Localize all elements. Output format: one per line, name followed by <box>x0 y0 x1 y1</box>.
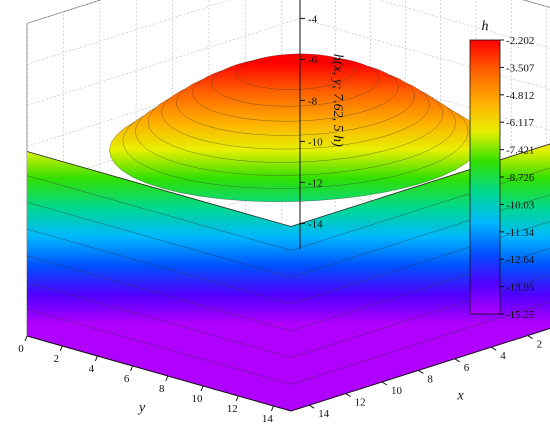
z-tick-label: -10 <box>308 136 323 148</box>
x-tick <box>418 369 424 374</box>
z-axis-label: h(x, y; 7.62, 5 h) <box>330 54 345 147</box>
x-tick-label: 14 <box>318 408 330 420</box>
colorbar-tick-label: -2.202 <box>506 35 534 47</box>
surface-contour <box>236 53 355 90</box>
colorbar-tick-label: -15.25 <box>506 309 535 321</box>
colorbar-tick-label: -10.03 <box>506 199 535 211</box>
axes: 0-2-4-6-8-10-12-14h(x, y; 7.62, 5 h)0246… <box>18 0 550 425</box>
colorbar-tick-label: -13.95 <box>506 282 535 294</box>
colorbar-title: h <box>482 19 489 34</box>
colorbar-gradient-bar <box>469 39 501 315</box>
y-tick <box>235 395 239 402</box>
y-tick <box>59 345 63 352</box>
x-tick-label: 4 <box>500 350 506 362</box>
x-tick-label: 10 <box>391 385 403 397</box>
y-tick-label: 12 <box>227 403 238 415</box>
y-axis-label: y <box>137 401 146 416</box>
y-tick <box>24 335 28 342</box>
y-tick <box>165 375 169 382</box>
y-tick <box>94 355 98 362</box>
colorbar-tick-label: -3.507 <box>506 62 535 74</box>
y-tick-label: 4 <box>89 363 95 375</box>
z-tick-label: -6 <box>308 54 318 66</box>
x-tick-label: 6 <box>464 362 470 374</box>
colorbar-tick-label: -11.34 <box>506 227 535 239</box>
x-tick-label: 12 <box>355 397 366 409</box>
y-tick-label: 8 <box>159 383 165 395</box>
z-tick-label: -4 <box>308 13 318 25</box>
colorbar-tick-label: -4.812 <box>506 90 534 102</box>
x-tick-label: 8 <box>427 373 433 385</box>
colorbar-tick-label: -7.421 <box>506 145 534 157</box>
x-tick-label: 2 <box>537 339 543 351</box>
colorbar-tick-label: -12.64 <box>506 254 535 266</box>
z-tick-label: -12 <box>308 177 323 189</box>
grid-line <box>26 0 550 65</box>
x-tick <box>454 358 461 363</box>
y-tick <box>130 365 134 372</box>
x-tick <box>381 381 388 386</box>
colorbar: h -2.202 -3.507 -4.812 -6.117 -7.421 -8.726 -10… <box>469 19 535 321</box>
x-tick <box>527 335 533 340</box>
y-tick <box>200 385 204 392</box>
x-tick <box>490 346 497 351</box>
x-tick <box>308 404 315 409</box>
surface-contour <box>26 301 550 385</box>
surface-left-face <box>27 151 291 411</box>
x-tick <box>345 393 351 398</box>
y-tick-label: 0 <box>18 343 24 355</box>
x-axis-line <box>290 327 550 412</box>
y-tick <box>270 405 274 412</box>
y-tick-label: 10 <box>192 393 204 405</box>
y-tick-label: 14 <box>262 413 274 425</box>
x-axis-label: x <box>457 389 465 404</box>
y-axis-line <box>26 335 292 412</box>
y-tick-label: 2 <box>53 353 59 365</box>
colorbar-tick-label: -6.117 <box>506 117 535 129</box>
z-tick-label: -8 <box>308 95 318 107</box>
y-tick-label: 6 <box>124 373 130 385</box>
z-tick-label: -14 <box>308 218 323 230</box>
colorbar-tick-label: -8.726 <box>506 172 535 184</box>
